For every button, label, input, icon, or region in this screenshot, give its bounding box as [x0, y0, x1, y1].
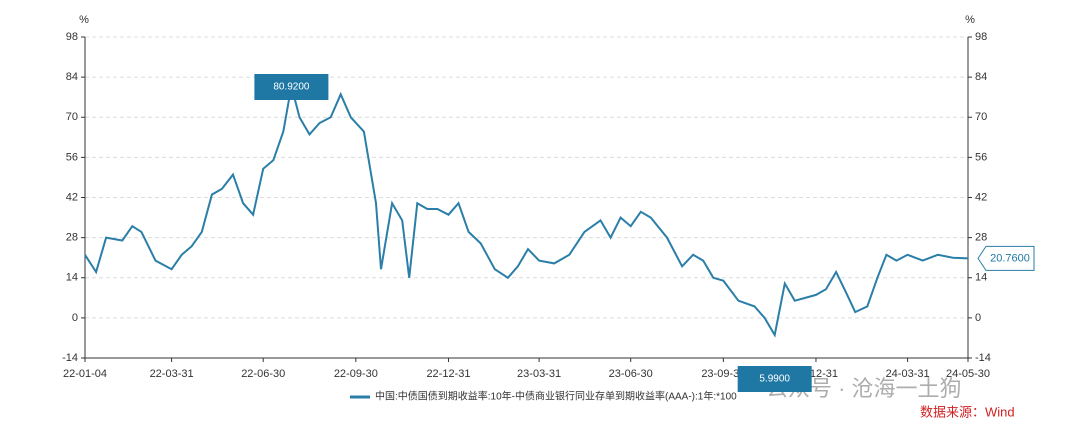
- last-label: 20.7600: [990, 252, 1030, 264]
- y-tick-label: 14: [66, 272, 78, 284]
- x-tick-label: 24-03-31: [886, 368, 930, 380]
- legend-label: 中国:中债国债到期收益率:10年-中债商业银行同业存单到期收益率(AAA-):1…: [375, 390, 737, 403]
- last-label-box: [977, 245, 1035, 271]
- x-tick-label: 22-03-31: [150, 368, 194, 380]
- y2-tick-label: -14: [975, 352, 991, 364]
- x-tick-label: 22-01-04: [63, 368, 107, 380]
- data-line: [84, 85, 969, 338]
- x-tick-label: 23-03-31: [517, 368, 561, 380]
- y2-unit: %: [965, 14, 975, 26]
- y2-tick-label: 70: [975, 111, 987, 123]
- source: 数据来源：Wind: [920, 404, 1015, 419]
- y2-tick-label: 56: [975, 151, 987, 163]
- y-tick-label: 70: [66, 111, 78, 123]
- x-tick-label: 23-09-30: [701, 368, 745, 380]
- x-tick-label: 23-06-30: [609, 368, 653, 380]
- y-tick-label: 0: [72, 312, 78, 324]
- y2-tick-label: 98: [975, 31, 987, 43]
- min-label: 5.9900: [759, 374, 790, 385]
- y2-tick-label: 0: [975, 312, 981, 324]
- max-label-box: [254, 74, 329, 100]
- y-tick-label: 84: [66, 71, 78, 83]
- x-tick-label: 22-06-30: [241, 368, 285, 380]
- y2-tick-label: 84: [975, 71, 987, 83]
- min-label-box: [737, 366, 812, 392]
- y2-tick-label: 42: [975, 191, 987, 203]
- y-unit: %: [79, 14, 89, 26]
- y-tick-label: 28: [66, 232, 78, 244]
- y-tick-label: 42: [66, 191, 78, 203]
- x-tick-label: 22-09-30: [334, 368, 378, 380]
- y2-tick-label: 28: [975, 232, 987, 244]
- y-tick-label: -14: [62, 352, 78, 364]
- max-label: 80.9200: [273, 82, 310, 93]
- y-tick-label: 98: [66, 31, 78, 43]
- y-tick-label: 56: [66, 151, 78, 163]
- y2-tick-label: 14: [975, 272, 987, 284]
- x-tick-label: 24-05-30: [946, 368, 990, 380]
- x-tick-label: 22-12-31: [426, 368, 470, 380]
